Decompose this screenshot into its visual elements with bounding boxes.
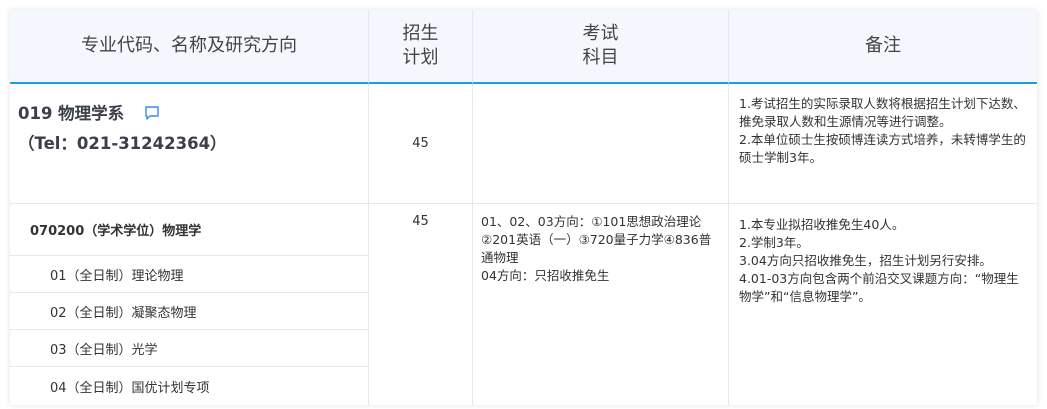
direction-label: 01（全日制）理论物理 (50, 268, 184, 284)
quota-value: 45 (412, 136, 429, 151)
major-quota: 45 (369, 204, 473, 405)
exam-subjects: 01、02、03方向：①101思想政治理论②201英语（一）③720量子力学④8… (481, 214, 712, 265)
comment-icon[interactable] (144, 102, 160, 130)
direction-label: 02（全日制）凝聚态物理 (50, 305, 197, 321)
department-notes: 1.考试招生的实际录取人数将根据招生计划下达数、推免录取人数和生源情况等进行调整… (729, 84, 1037, 204)
direction-row: 04（全日制）国优计划专项 (10, 367, 369, 405)
header-label: 科目 (582, 47, 619, 68)
exam-subjects: 04方向：只招收推免生 (481, 268, 610, 283)
major-exam: 01、02、03方向：①101思想政治理论②201英语（一）③720量子力学④8… (473, 204, 729, 405)
header-quota: 招生 计划 (369, 10, 473, 84)
header-notes: 备注 (729, 10, 1037, 84)
note: 1.考试招生的实际录取人数将根据招生计划下达数、推免录取人数和生源情况等进行调整… (739, 96, 1026, 129)
department-quota: 45 (369, 84, 473, 204)
department-name: 019 物理学系 (18, 104, 125, 123)
major-name: 070200（学术学位）物理学 (30, 224, 202, 239)
direction-label: 03（全日制）光学 (50, 342, 158, 358)
note: 2.学制3年。 (739, 235, 809, 250)
note: 1.本专业拟招收推免生40人。 (739, 217, 905, 232)
admissions-table: 专业代码、名称及研究方向 招生计划 考试科目 备注 019 物理学系 （Tel：… (10, 10, 1037, 405)
header-label: 考试 (582, 23, 619, 44)
major-notes: 1.本专业拟招收推免生40人。 2.学制3年。 3.04方向只招收推免生，招生计… (729, 204, 1037, 405)
direction-label: 04（全日制）国优计划专项 (50, 380, 210, 396)
department-exam (473, 84, 729, 204)
direction-row: 01（全日制）理论物理 (10, 256, 369, 293)
department-cell: 019 物理学系 （Tel：021-31242364） (10, 84, 369, 204)
department-tel: （Tel：021-31242364） (18, 134, 227, 153)
header-label: 计划 (402, 47, 439, 68)
direction-row: 03（全日制）光学 (10, 330, 369, 367)
note: 2.本单位硕士生按硕博连读方式培养，未转博学生的硕士学制3年。 (739, 132, 1026, 165)
major-name-cell: 070200（学术学位）物理学 (10, 204, 369, 256)
header-label: 招生 (402, 23, 439, 44)
header-exam: 考试 科目 (473, 10, 729, 84)
note: 3.04方向只招收推免生，招生计划另行安排。 (739, 253, 992, 268)
note: 4.01-03方向包含两个前沿交叉课题方向：“物理生物学”和“信息物理学”。 (739, 271, 1019, 304)
header-major: 专业代码、名称及研究方向 (10, 10, 369, 84)
header-label: 专业代码、名称及研究方向 (81, 35, 297, 56)
header-label: 备注 (865, 35, 901, 56)
direction-row: 02（全日制）凝聚态物理 (10, 293, 369, 330)
quota-value: 45 (412, 214, 429, 229)
